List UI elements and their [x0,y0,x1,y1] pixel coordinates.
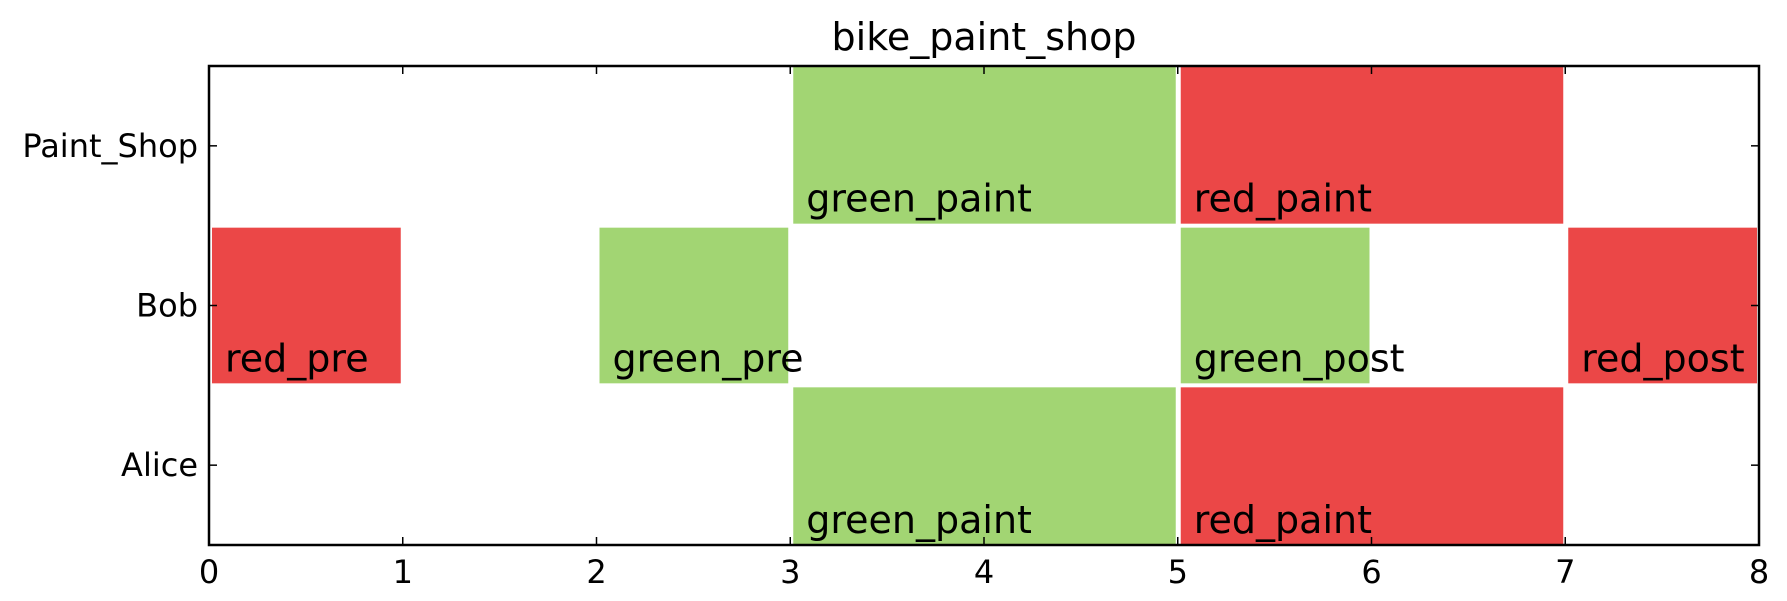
x-tick-label: 0 [199,553,219,591]
task-label: green_pre [613,336,804,380]
x-tick-label: 1 [393,553,413,591]
row-label: Paint_Shop [22,127,198,165]
task-label: green_paint [806,177,1032,221]
x-tick-label: 8 [1749,553,1769,591]
task-bars [212,66,1757,545]
row-label: Alice [121,446,198,484]
task-bar [1180,227,1370,384]
task-bar [1180,387,1564,545]
x-tick-label: 2 [586,553,606,591]
task-bar [212,227,401,384]
x-tick-label: 7 [1555,553,1575,591]
chart-title: bike_paint_shop [832,15,1137,59]
x-tick-label: 5 [1168,553,1188,591]
task-label: green_paint [806,498,1032,542]
task-label: red_pre [225,336,369,380]
task-label: red_paint [1194,498,1372,542]
x-tick-label: 3 [780,553,800,591]
task-label: red_paint [1194,177,1372,221]
task-bar [1568,227,1757,384]
x-tick-label: 4 [974,553,994,591]
x-tick-label: 6 [1361,553,1381,591]
task-bar [599,227,789,384]
task-bar [793,387,1176,545]
task-bar [793,66,1176,224]
row-label: Bob [136,287,198,325]
task-label: red_post [1581,336,1744,380]
plot-frame [207,64,1761,547]
axis-ticks: 0 1 2 3 4 5 6 7 8 Paint_Shop Bob Alice [22,66,1769,591]
task-label: green_post [1194,336,1405,380]
task-bar [1180,66,1564,224]
